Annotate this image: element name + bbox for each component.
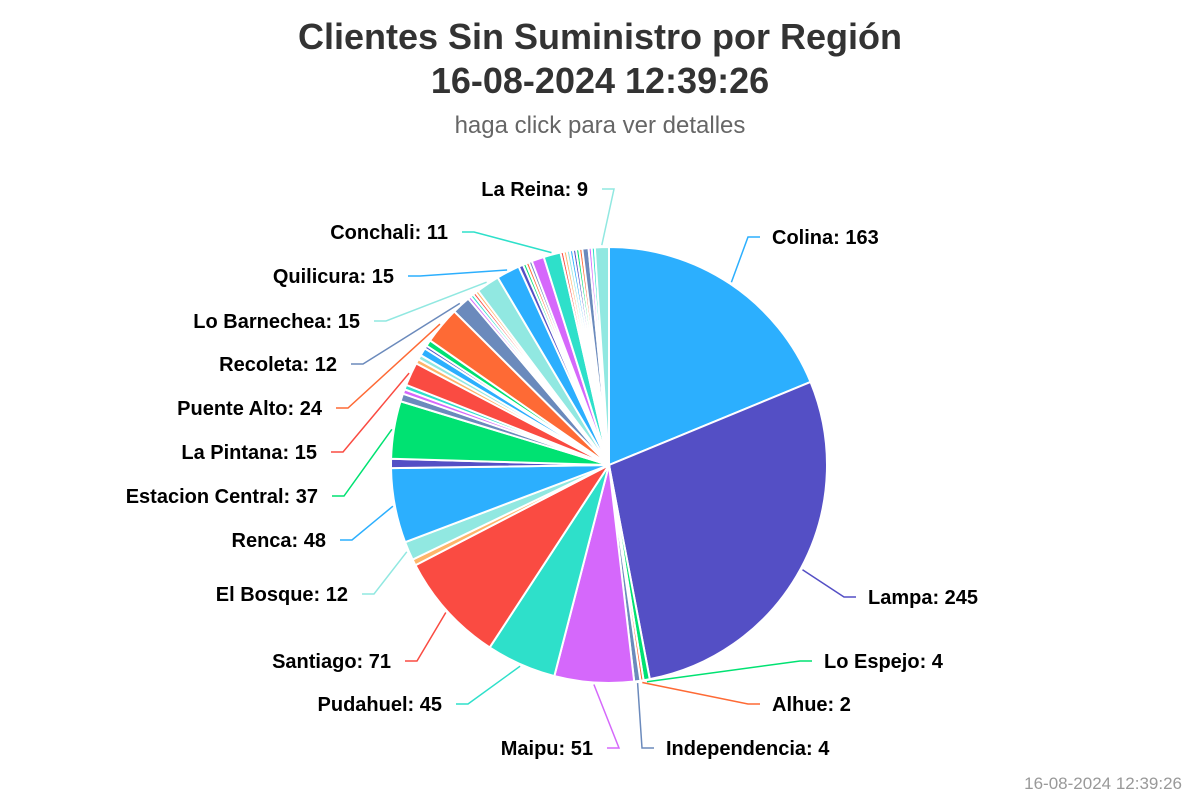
- connector-lo-espejo: [646, 660, 812, 683]
- pie-slice-colina[interactable]: [608, 246, 812, 466]
- data-label-quilicura: Quilicura: 15: [273, 266, 394, 288]
- pie-slice-santiago[interactable]: [414, 464, 610, 649]
- pie-slice-lampa[interactable]: [608, 380, 829, 681]
- connector-quilicura: [408, 269, 508, 277]
- pie-slice-la-reina[interactable]: [593, 245, 610, 466]
- data-label-lo-barnechea: Lo Barnechea: 15: [193, 311, 360, 333]
- data-labels: Colina: 163 Lampa: 245 Lo Espejo: 4 Alhue: …: [126, 179, 978, 760]
- connector-pudahuel: [456, 665, 521, 705]
- connector-independencia: [636, 683, 654, 749]
- data-label-puente-alto: Puente Alto: 24: [177, 398, 323, 420]
- data-label-la-reina: La Reina: 9: [481, 179, 588, 201]
- data-label-recoleta: Recoleta: 12: [219, 354, 337, 376]
- timestamp-credit: 16-08-2024 12:39:26: [1024, 774, 1182, 793]
- data-label-el-bosque: El Bosque: 12: [216, 584, 348, 606]
- data-label-colina: Colina: 163: [772, 227, 879, 249]
- pie-slices: [389, 245, 829, 684]
- data-label-la-pintana: La Pintana: 15: [181, 442, 317, 464]
- data-label-alhue: Alhue: 2: [772, 694, 851, 716]
- connector-recoleta: [351, 302, 461, 365]
- connector-conchali: [462, 231, 552, 254]
- connector-el-bosque: [362, 551, 408, 595]
- chart-subtitle: haga click para ver detalles: [454, 112, 746, 139]
- connector-colina: [730, 236, 760, 283]
- data-label-renca: Renca: 48: [232, 530, 327, 552]
- connector-maipu: [593, 684, 621, 749]
- chart-title-line-1: Clientes Sin Suministro por Región: [297, 16, 903, 57]
- chart-title-line-2: 16-08-2024 12:39:26: [430, 60, 770, 101]
- connector-la-pintana: [331, 372, 410, 453]
- data-label-santiago: Santiago: 71: [272, 651, 391, 673]
- data-label-maipu: Maipu: 51: [501, 738, 593, 760]
- connector-lampa: [802, 569, 856, 598]
- connector-renca: [340, 505, 394, 541]
- data-label-conchali: Conchali: 11: [330, 222, 448, 244]
- connector-la-reina: [601, 188, 615, 246]
- connector-lo-barnechea: [374, 281, 487, 322]
- label-connectors: [331, 188, 856, 749]
- data-label-lo-espejo: Lo Espejo: 4: [824, 651, 944, 673]
- connector-estacion-central: [332, 428, 393, 497]
- data-label-independencia: Independencia: 4: [666, 738, 830, 760]
- data-label-lampa: Lampa: 245: [868, 587, 978, 609]
- connector-santiago: [405, 612, 447, 662]
- connector-alhue: [642, 681, 760, 705]
- connector-puente-alto: [336, 323, 441, 409]
- data-label-pudahuel: Pudahuel: 45: [318, 694, 442, 716]
- data-label-estacion-central: Estacion Central: 37: [126, 486, 318, 508]
